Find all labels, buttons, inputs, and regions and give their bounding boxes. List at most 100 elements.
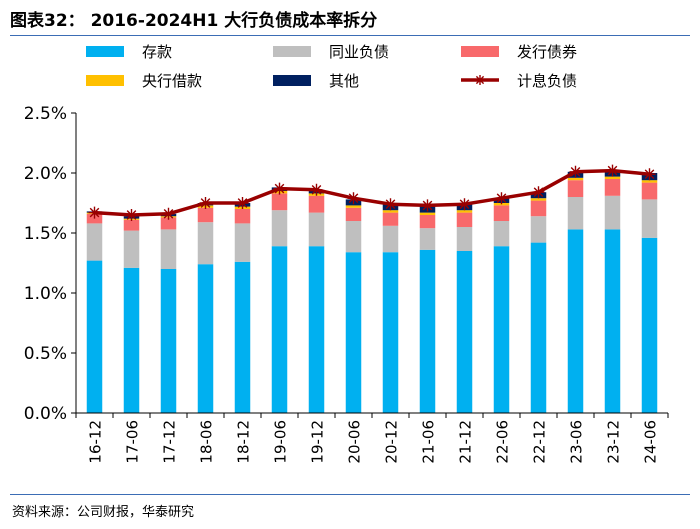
chart-title: 图表32： 2016-2024H1 大行负债成本率拆分: [10, 11, 378, 31]
bar-segment-deposits: [382, 252, 399, 413]
bar-segment-borrowing: [604, 176, 621, 179]
x-tick-label: 24-06: [642, 420, 660, 464]
bar-segment-bonds: [197, 207, 214, 223]
bar-segment-interbank: [530, 216, 547, 243]
bar-segment-interbank: [567, 197, 584, 230]
x-tick-label: 21-12: [457, 420, 475, 464]
legend-marker-total: [475, 75, 485, 85]
bar-segment-interbank: [604, 195, 621, 230]
line-point-marker: [606, 164, 619, 177]
bar-segment-interbank: [641, 199, 658, 238]
bar-segment-bonds: [567, 180, 584, 197]
bar-segment-interbank: [271, 210, 288, 247]
line-point-marker: [458, 198, 471, 211]
bar-segment-deposits: [234, 261, 251, 413]
line-point-marker: [236, 197, 249, 209]
line-layer: [88, 164, 656, 221]
bar-segment-interbank: [160, 229, 177, 269]
legend-swatch-other: [273, 75, 311, 86]
bar-segment-bonds: [456, 212, 473, 227]
x-tick-label: 22-06: [494, 420, 512, 464]
bar-segment-interbank: [345, 221, 362, 253]
legend-swatch-borrowing: [86, 75, 124, 86]
y-tick-label: 0.0%: [24, 404, 67, 424]
line-point-marker: [421, 199, 434, 212]
bar-segment-bonds: [419, 215, 436, 229]
bar-segment-deposits: [641, 237, 658, 413]
line-point-marker: [532, 186, 545, 199]
y-tick-label: 0.5%: [24, 344, 67, 364]
line-point-marker: [162, 207, 175, 220]
x-tick-label: 22-12: [531, 420, 549, 464]
x-tick-label: 18-06: [198, 420, 216, 464]
bar-segment-bonds: [271, 193, 288, 211]
x-tick-label: 16-12: [87, 420, 105, 464]
x-tick-label: 23-06: [568, 420, 586, 464]
bar-segment-bonds: [123, 219, 140, 231]
x-tick-label: 19-06: [272, 420, 290, 464]
bar-segment-borrowing: [641, 180, 658, 183]
bar-segment-interbank: [493, 221, 510, 247]
line-point-marker: [495, 192, 508, 205]
footer-divider: [10, 494, 690, 495]
x-tick-label: 17-06: [124, 420, 142, 464]
line-point-marker: [347, 192, 360, 205]
bar-segment-deposits: [419, 249, 436, 413]
bar-segment-deposits: [197, 264, 214, 413]
legend-label-total: 计息负债: [517, 72, 577, 90]
x-tick-label: 21-06: [420, 420, 438, 464]
bar-segment-bonds: [345, 207, 362, 221]
x-tick-label: 19-12: [309, 420, 327, 464]
bar-segment-interbank: [382, 225, 399, 253]
line-point-marker: [88, 206, 101, 219]
bar-segment-deposits: [160, 269, 177, 413]
line-point-marker: [643, 168, 656, 181]
legend-label-other: 其他: [329, 72, 359, 90]
bar-segment-deposits: [456, 251, 473, 413]
bar-segment-deposits: [530, 242, 547, 413]
bar-segment-deposits: [345, 252, 362, 413]
bar-segment-interbank: [123, 230, 140, 268]
legend-swatch-interbank: [273, 46, 311, 57]
legend-label-interbank: 同业负债: [329, 43, 389, 61]
bar-segment-deposits: [493, 246, 510, 413]
bar-segment-bonds: [604, 179, 621, 196]
x-tick-label: 17-12: [161, 420, 179, 464]
x-tick-label: 20-12: [383, 420, 401, 464]
line-point-marker: [310, 183, 323, 196]
bar-segment-bonds: [234, 209, 251, 224]
legend-label-deposits: 存款: [142, 43, 172, 61]
bar-segment-interbank: [197, 222, 214, 265]
bar-segment-deposits: [604, 229, 621, 413]
y-tick-label: 1.5%: [24, 224, 67, 244]
bar-segment-deposits: [271, 246, 288, 413]
line-point-marker: [125, 209, 138, 221]
line-point-marker: [569, 165, 582, 178]
line-point-marker: [199, 197, 212, 209]
line-point-marker: [384, 198, 397, 211]
x-tick-label: 18-12: [235, 420, 253, 464]
bar-segment-borrowing: [456, 210, 473, 213]
bar-segment-interbank: [419, 228, 436, 250]
bar-segment-borrowing: [567, 177, 584, 181]
y-tick-label: 1.0%: [24, 284, 67, 304]
bar-segment-interbank: [308, 212, 325, 247]
bar-segment-deposits: [567, 229, 584, 413]
bar-segment-borrowing: [382, 210, 399, 213]
bar-segment-borrowing: [419, 212, 436, 215]
bar-segment-interbank: [86, 223, 103, 261]
series-line-total: [94, 168, 650, 217]
legend-swatch-bonds: [461, 46, 499, 57]
bar-segment-borrowing: [345, 205, 362, 208]
line-point-marker: [273, 182, 286, 195]
title-divider: [10, 35, 690, 36]
source-note: 资料来源：公司财报，华泰研究: [12, 505, 195, 520]
bar-segment-deposits: [308, 246, 325, 413]
bar-segment-deposits: [86, 260, 103, 413]
legend-label-bonds: 发行债券: [517, 43, 577, 61]
legend-label-borrowing: 央行借款: [142, 72, 202, 90]
bar-segment-bonds: [382, 212, 399, 226]
legend-swatch-deposits: [86, 46, 124, 57]
